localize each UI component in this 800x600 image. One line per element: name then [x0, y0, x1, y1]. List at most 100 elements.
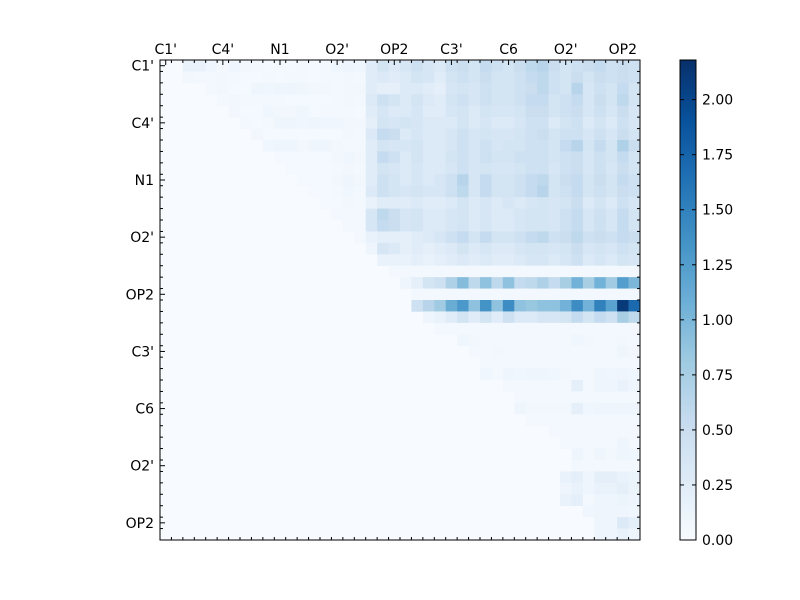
heatmap-cell	[480, 265, 492, 278]
heatmap-cell	[388, 242, 401, 255]
heatmap-cell	[468, 128, 481, 141]
heatmap-cell	[617, 71, 629, 84]
heatmap-cell	[228, 94, 241, 107]
heatmap-cell	[320, 151, 332, 164]
heatmap-cell	[411, 300, 424, 312]
heatmap-cell	[594, 471, 607, 484]
heatmap-cell	[331, 128, 344, 141]
heatmap-cell	[605, 94, 618, 107]
heatmap-cell	[491, 71, 504, 84]
heatmap-cell	[514, 220, 527, 232]
heatmap-cell	[285, 94, 298, 107]
heatmap-cell	[548, 322, 561, 335]
heatmap-cell	[548, 117, 561, 129]
heatmap-cell	[354, 151, 367, 164]
heatmap-cell	[434, 277, 447, 289]
heatmap-cell	[308, 151, 321, 164]
heatmap-cell	[560, 197, 572, 209]
heatmap-cell	[240, 94, 252, 107]
heatmap-cell	[491, 128, 504, 141]
heatmap-cell	[365, 242, 378, 255]
heatmap-cell	[582, 128, 595, 141]
heatmap-cell	[491, 254, 504, 267]
heatmap-cell	[434, 60, 447, 72]
heatmap-cell	[525, 265, 538, 278]
heatmap-cell	[468, 265, 481, 278]
heatmap-cell	[285, 128, 298, 141]
heatmap-cell	[411, 288, 424, 301]
heatmap-cell	[491, 277, 504, 289]
heatmap-cell	[365, 117, 378, 129]
heatmap-cell	[468, 288, 481, 301]
heatmap-cell	[457, 288, 469, 301]
heatmap-cell	[480, 345, 492, 358]
heatmap-cell	[582, 94, 595, 107]
heatmap-cell	[388, 231, 401, 244]
heatmap-cell	[251, 71, 264, 84]
heatmap-cell	[457, 71, 469, 84]
heatmap-cell	[320, 174, 332, 187]
heatmap-cell	[514, 128, 527, 141]
heatmap-cell	[514, 174, 527, 187]
colorbar-tick-label: 1.25	[702, 258, 733, 274]
heatmap-cell	[411, 60, 424, 72]
heatmap-cell	[514, 265, 527, 278]
heatmap-cell	[457, 60, 469, 72]
heatmap-cell	[628, 322, 641, 335]
heatmap-cell	[400, 82, 412, 95]
heatmap-cell	[537, 357, 549, 369]
heatmap-cell	[342, 82, 355, 95]
heatmap-cell	[571, 345, 584, 358]
heatmap-cell	[605, 460, 618, 472]
heatmap-cell	[548, 391, 561, 404]
heatmap-cell	[571, 82, 584, 95]
heatmap-cell	[560, 220, 572, 232]
heatmap-cell	[297, 105, 309, 118]
heatmap-cell	[537, 277, 549, 289]
heatmap-cell	[388, 128, 401, 141]
heatmap-cell	[594, 357, 607, 369]
heatmap-cell	[331, 208, 344, 221]
heatmap-cell	[354, 197, 367, 209]
heatmap-cell	[594, 162, 607, 175]
heatmap-cell	[240, 117, 252, 129]
heatmap-cell	[617, 242, 629, 255]
heatmap-cell	[331, 162, 344, 175]
heatmap-cell	[502, 162, 515, 175]
heatmap-cell	[594, 517, 607, 529]
heatmap-cell	[342, 60, 355, 72]
heatmap-cell	[537, 117, 549, 129]
heatmap-cell	[491, 368, 504, 381]
heatmap-cell	[514, 71, 527, 84]
heatmap-cell	[525, 242, 538, 255]
heatmap-cell	[468, 94, 481, 107]
heatmap-cell	[354, 174, 367, 187]
heatmap-cell	[491, 185, 504, 198]
heatmap-cell	[434, 94, 447, 107]
heatmap-cell	[594, 60, 607, 72]
heatmap-cell	[377, 231, 389, 244]
heatmap-cell	[525, 162, 538, 175]
heatmap-cell	[548, 105, 561, 118]
heatmap-cell	[571, 231, 584, 244]
heatmap-cell	[571, 460, 584, 472]
heatmap-cell	[537, 105, 549, 118]
heatmap-cell	[525, 288, 538, 301]
heatmap-cell	[525, 185, 538, 198]
heatmap-cell	[628, 117, 641, 129]
heatmap-cell	[628, 391, 641, 404]
heatmap-cell	[548, 151, 561, 164]
heatmap-cell	[377, 117, 389, 129]
heatmap-cell	[400, 208, 412, 221]
heatmap-cell	[525, 197, 538, 209]
heatmap-cell	[285, 71, 298, 84]
heatmap-cell	[377, 128, 389, 141]
heatmap-cell	[514, 105, 527, 118]
heatmap-cell	[571, 288, 584, 301]
heatmap-cell	[514, 197, 527, 209]
heatmap-cell	[354, 71, 367, 84]
heatmap-cell	[617, 414, 629, 427]
heatmap-cell	[251, 60, 264, 72]
heatmap-cell	[331, 151, 344, 164]
